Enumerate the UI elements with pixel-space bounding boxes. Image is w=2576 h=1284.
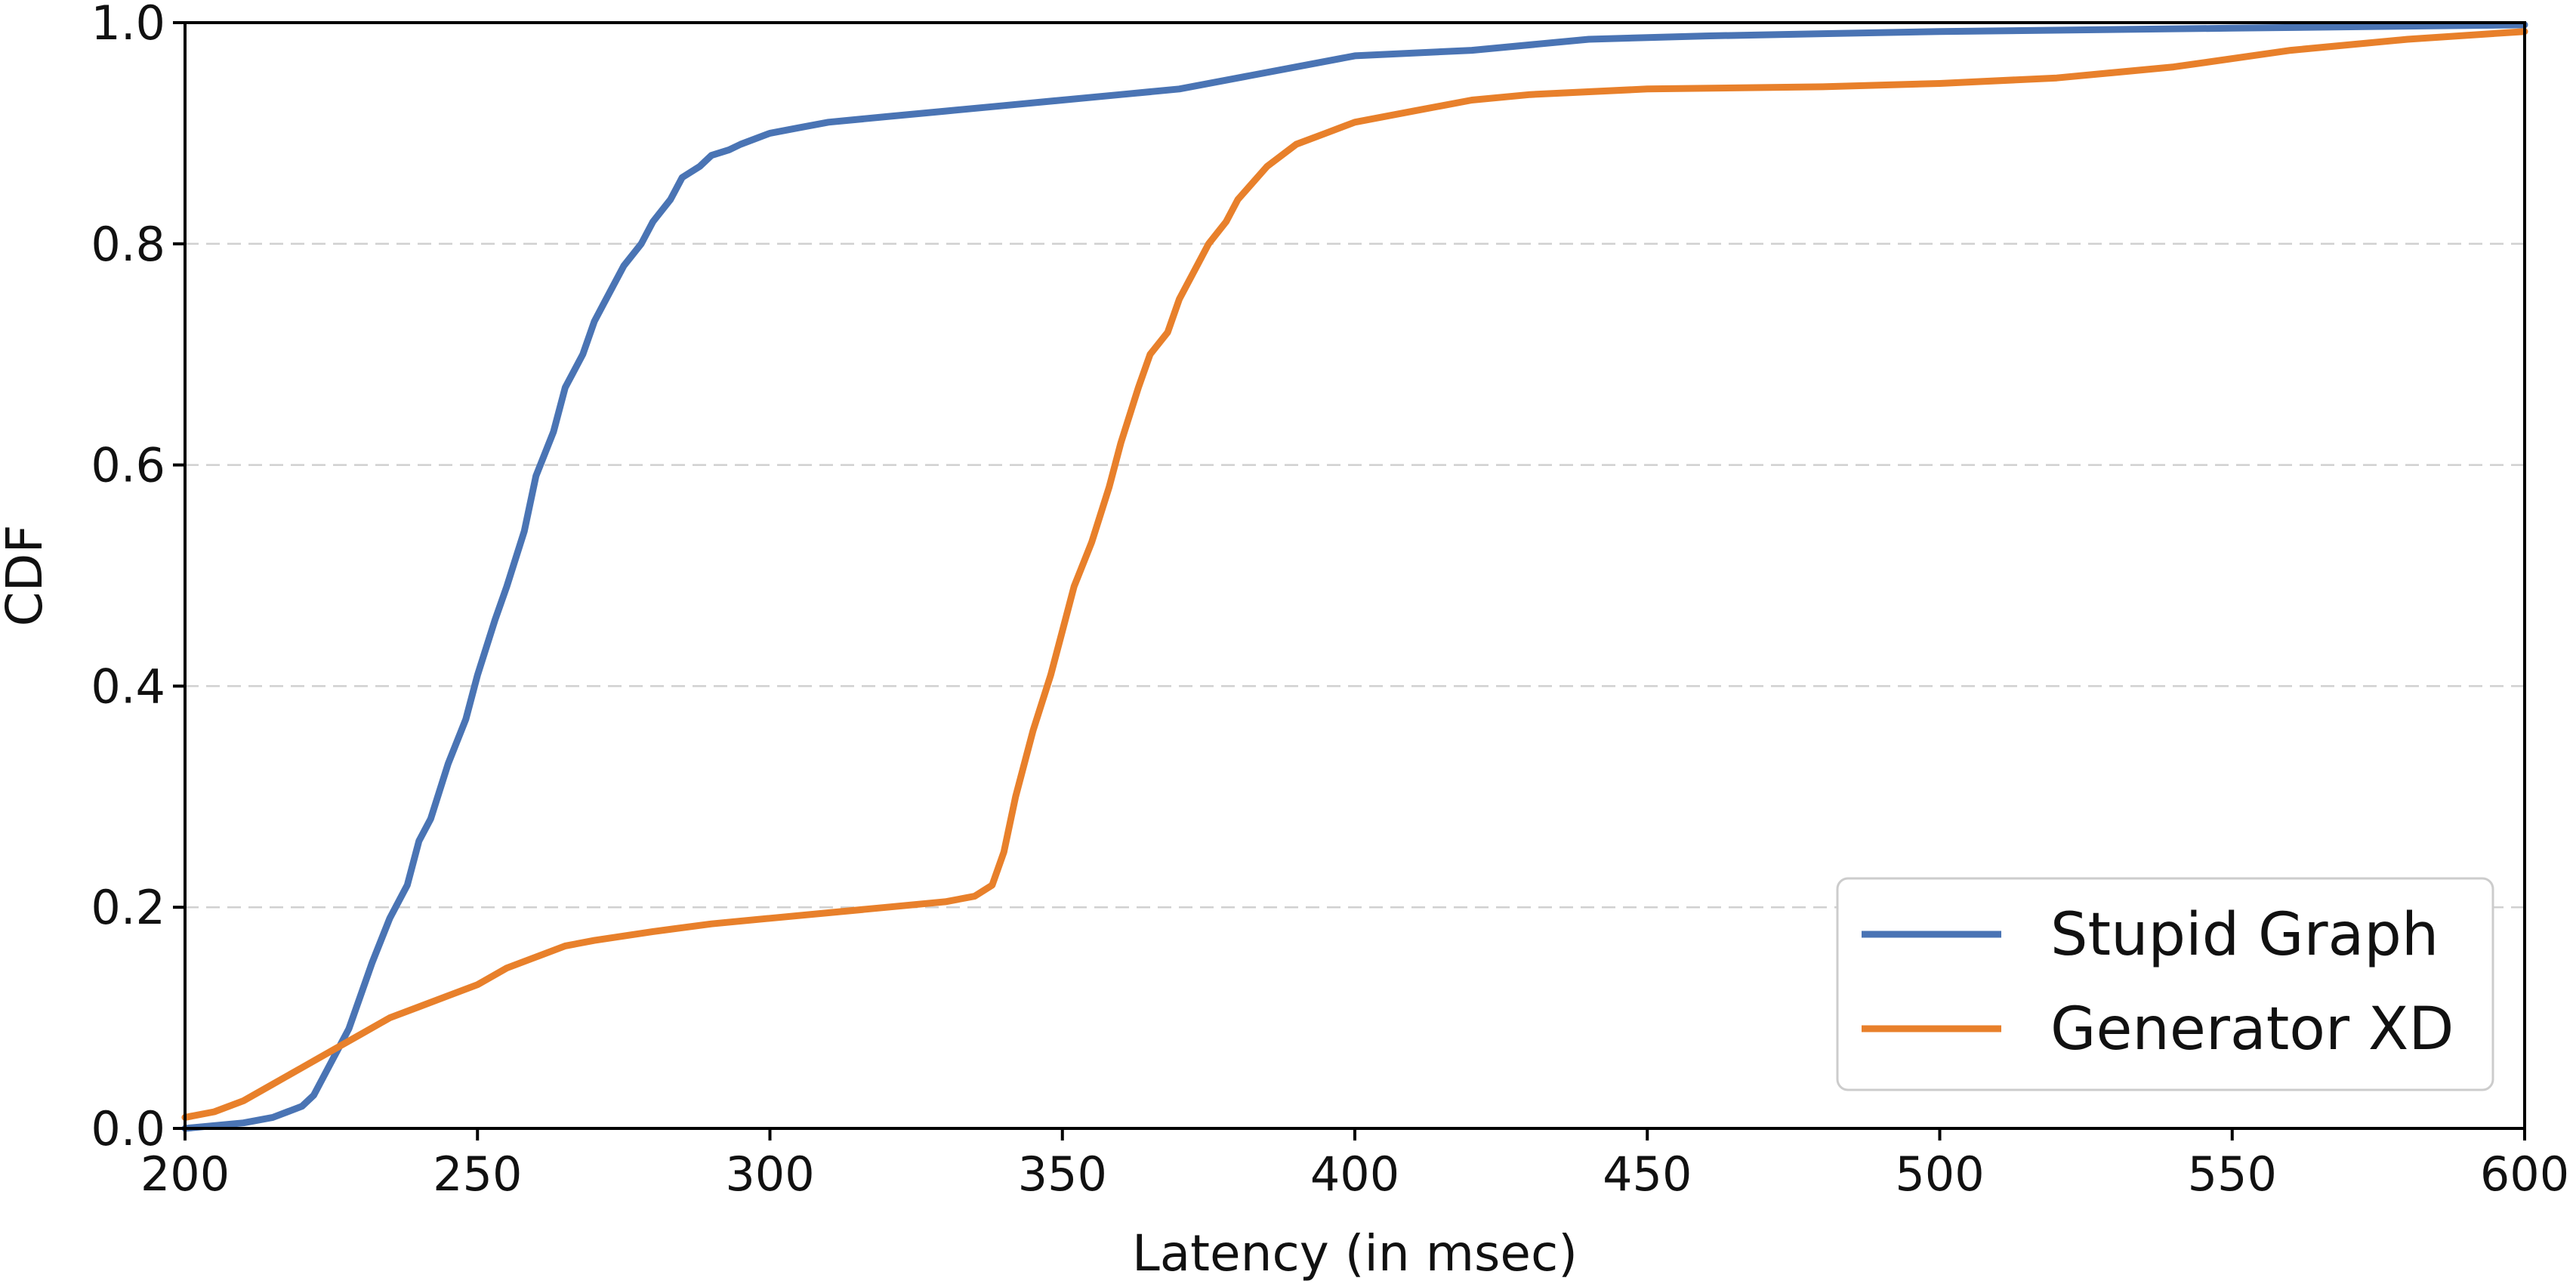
legend-label-stupid-graph: Stupid Graph — [2050, 901, 2439, 969]
legend: Stupid Graph Generator XD — [1836, 877, 2494, 1091]
y-tick-label: 0.0 — [91, 1101, 165, 1156]
x-tick-label: 450 — [1603, 1147, 1692, 1202]
y-tick-label: 0.6 — [91, 438, 165, 493]
x-tick-label: 200 — [140, 1147, 230, 1202]
x-tick-label: 400 — [1310, 1147, 1399, 1202]
x-tick-label: 250 — [433, 1147, 522, 1202]
y-tick-label: 0.4 — [91, 659, 165, 714]
y-axis-title: CDF — [0, 525, 54, 627]
gridlines — [185, 242, 2525, 909]
x-tick-label: 350 — [1018, 1147, 1107, 1202]
x-tick-label: 550 — [2188, 1147, 2277, 1202]
x-axis-title: Latency (in msec) — [1132, 1224, 1578, 1282]
legend-label-generator-xd: Generator XD — [2050, 995, 2454, 1063]
x-axis-ticks: 200 250 300 350 400 450 500 550 600 — [140, 1128, 2569, 1202]
y-tick-label: 1.0 — [91, 0, 165, 51]
series-line-generator-xd — [181, 28, 2528, 1121]
y-axis-ticks: 0.0 0.2 0.4 0.6 0.8 1.0 — [91, 0, 185, 1156]
x-tick-label: 300 — [725, 1147, 814, 1202]
x-tick-label: 600 — [2480, 1147, 2569, 1202]
series-line-stupid-graph — [181, 21, 2528, 1132]
y-tick-label: 0.2 — [91, 880, 165, 935]
x-tick-label: 500 — [1895, 1147, 1984, 1202]
series-lines — [181, 21, 2528, 1132]
y-tick-label: 0.8 — [91, 217, 165, 272]
